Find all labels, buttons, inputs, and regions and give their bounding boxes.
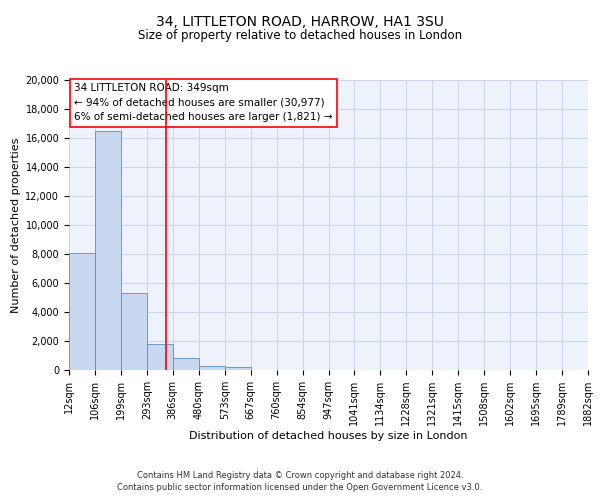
Bar <box>121 293 147 370</box>
Bar <box>173 358 199 370</box>
Text: Size of property relative to detached houses in London: Size of property relative to detached ho… <box>138 28 462 42</box>
Text: 34, LITTLETON ROAD, HARROW, HA1 3SU: 34, LITTLETON ROAD, HARROW, HA1 3SU <box>156 16 444 30</box>
Text: 34 LITTLETON ROAD: 349sqm
← 94% of detached houses are smaller (30,977)
6% of se: 34 LITTLETON ROAD: 349sqm ← 94% of detac… <box>74 83 332 122</box>
Text: Contains HM Land Registry data © Crown copyright and database right 2024.: Contains HM Land Registry data © Crown c… <box>137 472 463 480</box>
X-axis label: Distribution of detached houses by size in London: Distribution of detached houses by size … <box>189 431 468 441</box>
Bar <box>147 344 173 370</box>
Bar <box>199 366 224 370</box>
Bar <box>69 252 95 370</box>
Text: Contains public sector information licensed under the Open Government Licence v3: Contains public sector information licen… <box>118 482 482 492</box>
Bar <box>95 130 121 370</box>
Bar <box>225 367 251 370</box>
Y-axis label: Number of detached properties: Number of detached properties <box>11 138 21 312</box>
